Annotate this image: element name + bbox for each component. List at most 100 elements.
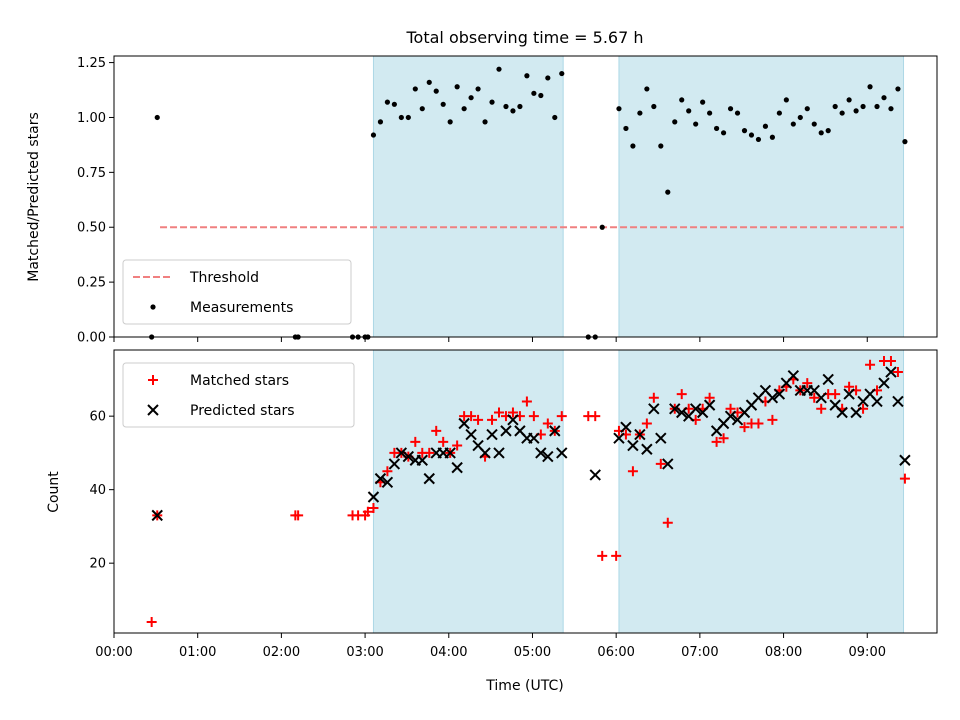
predicted-stars-point [871, 395, 883, 408]
legend-matched-stars-swatch [148, 375, 158, 385]
measurement-point [727, 106, 734, 112]
measurement-point [672, 119, 678, 125]
predicted-stars-point [388, 458, 401, 470]
measurement-point [804, 106, 810, 112]
bottom-legend-box [122, 362, 355, 428]
measurement-point [524, 73, 530, 79]
x-tick-label: 07:00 [681, 645, 718, 660]
top-y-tick-label: 1.25 [77, 56, 106, 71]
measurement-point [412, 86, 418, 92]
predicted-stars-point [655, 432, 667, 444]
measurement-point [734, 110, 741, 116]
matched-stars-point [146, 616, 157, 627]
matched-stars-point [528, 411, 539, 422]
measurement-point [776, 110, 782, 116]
measurement-point [748, 132, 755, 138]
matched-stars-point [802, 378, 813, 389]
x-tick-label: 00:00 [95, 645, 132, 660]
top-observing-window-1 [372, 55, 564, 338]
measurement-point [665, 189, 671, 195]
measurement-point [658, 143, 664, 149]
top-legend-label: Threshold [189, 270, 259, 286]
top-y-tick-label: 0.00 [77, 331, 106, 346]
x-tick-label: 03:00 [346, 645, 383, 660]
matched-stars-point [662, 517, 673, 528]
measurement-point [860, 103, 866, 110]
predicted-stars-point [878, 377, 890, 389]
measurement-point [693, 121, 699, 127]
measurement-point [370, 132, 377, 138]
predicted-stars-point [465, 428, 477, 441]
predicted-stars-point [535, 447, 547, 459]
measurement-point [832, 103, 838, 110]
matched-stars-point [711, 436, 722, 447]
measurement-point [637, 110, 643, 116]
matched-stars-point [627, 466, 638, 477]
measurement-point [475, 86, 481, 92]
x-tick-label: 09:00 [849, 645, 886, 660]
measurement-point [769, 134, 776, 140]
measurement-point [679, 97, 685, 103]
chart-title: Total observing time = 5.67 h [405, 28, 643, 47]
measurement-point [888, 106, 894, 112]
x-tick-label: 05:00 [514, 645, 551, 660]
bottom-legend-label: Predicted stars [190, 403, 295, 419]
matched-stars-point [410, 436, 421, 447]
measurement-point [874, 103, 880, 110]
measurement-point [881, 95, 887, 101]
measurement-point [433, 88, 439, 94]
matched-stars-point [521, 396, 532, 407]
matched-stars-point [899, 473, 910, 484]
predicted-stars-point [444, 447, 456, 459]
measurement-point [902, 139, 908, 145]
measurement-point [686, 108, 692, 114]
matched-stars-point [473, 414, 484, 425]
matched-stars-point [542, 418, 553, 429]
measurement-point [783, 97, 789, 103]
matched-stars-point [753, 418, 764, 429]
matched-stars-point [382, 466, 393, 477]
measurement-point [818, 130, 824, 136]
predicted-stars-point [486, 428, 498, 441]
matched-stars-point [493, 407, 504, 418]
matched-stars-point [611, 550, 622, 561]
matched-stars-point [641, 418, 652, 429]
measurement-point [419, 106, 425, 112]
matched-stars-point [809, 392, 820, 403]
predicted-stars-point [402, 450, 415, 463]
predicted-stars-point [493, 447, 505, 459]
predicted-stars-point [549, 425, 561, 437]
predicted-stars-point [381, 476, 394, 489]
top-legend: Threshold Measurements [122, 259, 352, 325]
predicted-stars-point [500, 425, 512, 437]
bottom-y-tick-label: 60 [89, 410, 106, 425]
measurement-point [651, 103, 657, 110]
matched-stars-point [865, 359, 876, 370]
predicted-stars-point [613, 432, 625, 444]
matched-stars-point [767, 414, 778, 425]
measurement-point [623, 125, 629, 132]
matched-stars-point [739, 422, 750, 433]
matched-stars-point [293, 510, 304, 521]
top-legend-label: Measurements [190, 300, 293, 316]
measurement-point [741, 128, 748, 134]
matched-stars-point [487, 414, 498, 425]
measurement-point [895, 86, 901, 92]
bottom-observing-window-1 [372, 349, 564, 634]
measurement-point [391, 101, 397, 107]
predicted-stars-point [395, 447, 408, 459]
measurement-point [720, 130, 727, 136]
predicted-stars-point [773, 388, 786, 400]
predicted-stars-point [850, 406, 862, 419]
predicted-stars-point [528, 432, 540, 444]
measurement-point [517, 103, 523, 110]
predicted-stars-point [641, 443, 653, 455]
predicted-stars-point [374, 472, 387, 485]
measurement-point [154, 114, 160, 121]
measurement-point [707, 110, 713, 116]
x-tick-label: 04:00 [430, 645, 467, 660]
matched-stars-point [655, 458, 666, 469]
predicted-stars-point [836, 406, 848, 419]
x-tick-label: 01:00 [179, 645, 216, 660]
matched-stars-point [830, 389, 841, 400]
